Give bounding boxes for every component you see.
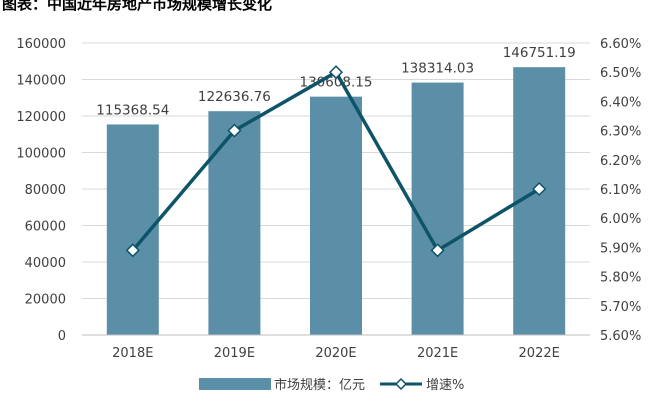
x-tick-label: 2018E — [112, 346, 153, 361]
bar — [310, 96, 362, 335]
bar — [411, 82, 464, 335]
bar-data-label: 122636.76 — [198, 89, 271, 105]
left-tick-label: 80000 — [25, 183, 66, 198]
right-tick-label: 5.70% — [600, 300, 641, 315]
growth-point — [532, 181, 547, 197]
bar-series — [106, 67, 566, 335]
growth-point — [430, 243, 445, 258]
right-tick-label: 6.30% — [600, 125, 641, 140]
bar-data-label: 130608.15 — [299, 75, 372, 91]
right-axis-tick-labels: 5.60% 5.70% 5.80% 5.90% 6.00% 6.10% 6.20% 6.30%… — [600, 37, 641, 344]
chart-title: 图表：中国近年房地产市场规模增长变化 — [2, 0, 273, 13]
growth-point — [227, 123, 242, 138]
growth-point — [125, 243, 140, 258]
left-axis-tick-labels: 0 20000 40000 60000 80000 100000 120000 140000 1… — [16, 37, 66, 344]
bar — [208, 111, 261, 335]
right-tick-label: 6.60% — [600, 37, 641, 52]
left-tick-label: 100000 — [16, 147, 66, 162]
x-tick-label: 2021E — [417, 346, 458, 361]
left-tick-label: 120000 — [16, 110, 66, 125]
right-tick-label: 5.80% — [600, 271, 641, 286]
x-tick-label: 2019E — [214, 346, 255, 361]
legend-swatch-bar — [199, 378, 271, 390]
legend-label-line: 增速% — [426, 378, 464, 393]
x-tick-label: 2022E — [519, 346, 560, 361]
bar-data-label: 146751.19 — [503, 45, 576, 61]
left-tick-label: 160000 — [16, 37, 66, 52]
legend-marker-line — [394, 377, 408, 391]
bar-data-label: 138314.03 — [401, 61, 474, 77]
x-tick-label: 2020E — [315, 346, 356, 361]
right-tick-label: 6.40% — [600, 95, 641, 110]
right-tick-label: 6.20% — [600, 154, 641, 169]
legend-label-bar: 市场规模：亿元 — [274, 377, 365, 393]
left-tick-label: 0 — [58, 329, 66, 344]
growth-point — [328, 65, 344, 80]
bar-data-label: 115368.54 — [96, 102, 169, 118]
right-tick-label: 6.50% — [600, 66, 641, 81]
left-tick-label: 60000 — [25, 220, 66, 235]
bar-data-labels: 115368.54 122636.76 130608.15 138314.03 1467… — [96, 45, 575, 118]
left-tick-label: 20000 — [25, 293, 66, 308]
left-tick-label: 140000 — [16, 74, 66, 89]
right-tick-label: 6.10% — [600, 183, 641, 198]
line-series — [125, 65, 547, 258]
x-axis-tick-labels: 2018E 2019E 2020E 2021E 2022E — [112, 346, 560, 361]
legend: 市场规模：亿元 增速% — [199, 377, 464, 393]
right-tick-label: 5.90% — [600, 241, 641, 256]
left-tick-label: 40000 — [25, 256, 66, 271]
right-tick-label: 6.00% — [600, 212, 641, 227]
right-tick-label: 5.60% — [600, 329, 641, 344]
